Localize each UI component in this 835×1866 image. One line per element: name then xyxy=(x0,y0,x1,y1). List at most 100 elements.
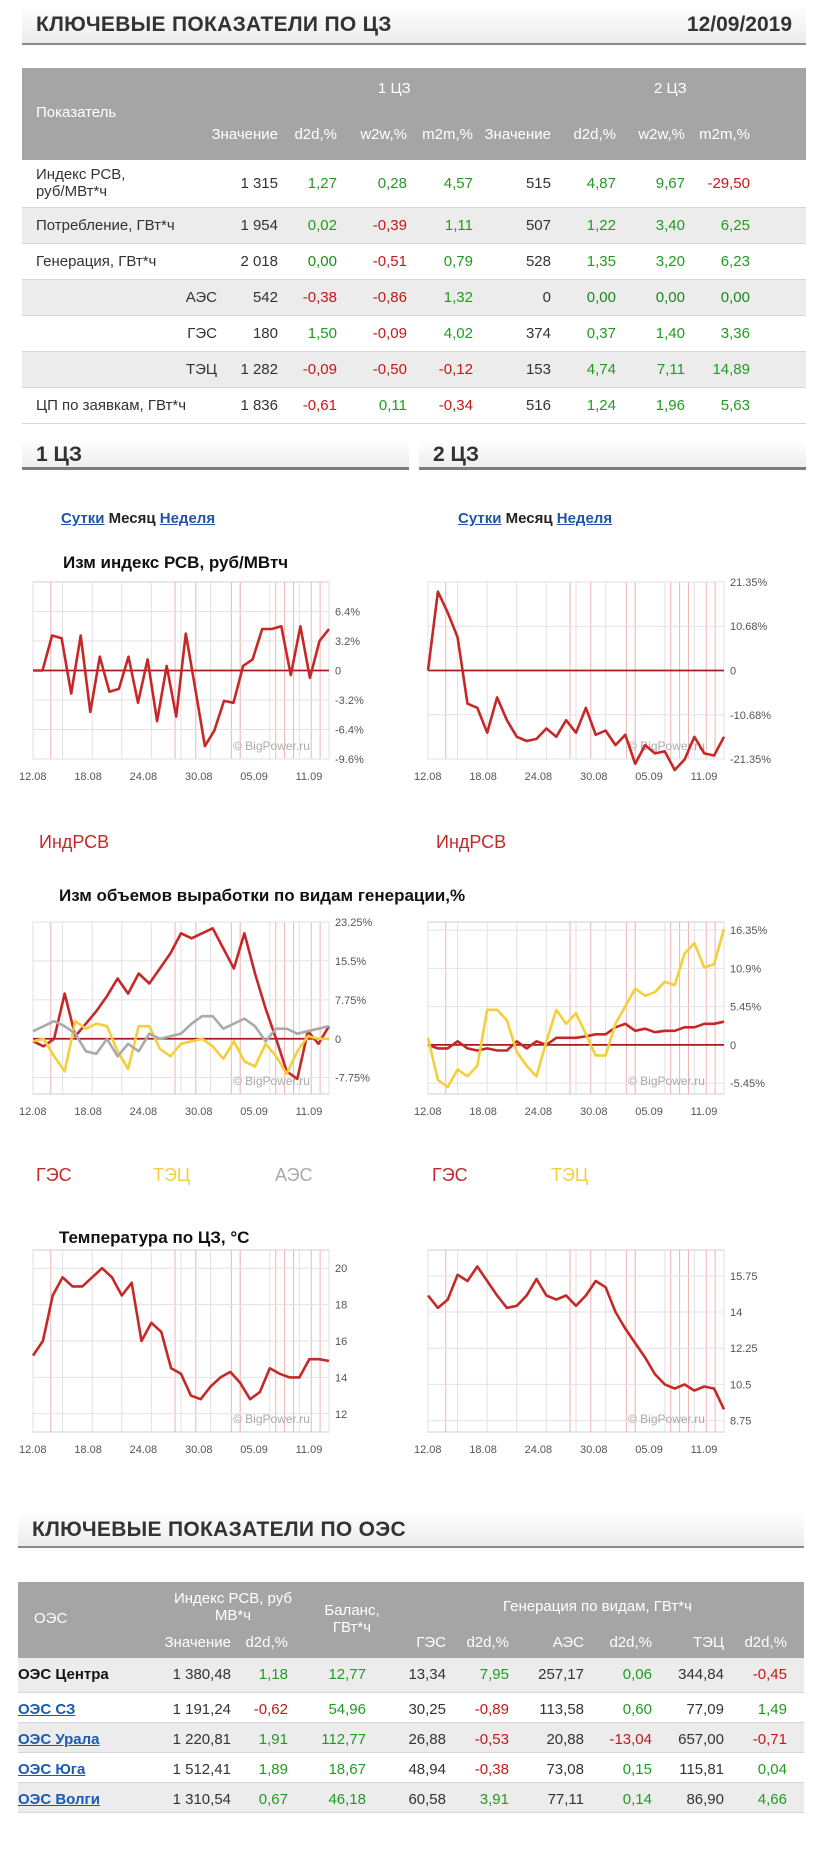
watermark: © BigPower.ru xyxy=(233,1412,310,1426)
oes-table-header: ОЭС Индекс РСВ, руб МВ*ч Баланс, ГВт*ч Г… xyxy=(18,1582,804,1658)
period-links-left: Сутки Месяц Неделя xyxy=(61,510,215,527)
link-week[interactable]: Неделя xyxy=(556,510,613,527)
cell: 77,11 xyxy=(547,1791,584,1808)
link-month[interactable]: Месяц xyxy=(505,510,553,527)
x-tick-label: 12.08 xyxy=(19,1106,47,1118)
col-header: m2m,% xyxy=(422,126,473,143)
indicators-table: Показатель 1 ЦЗ 2 ЦЗ Значение d2d,% w2w,% m… xyxy=(22,68,806,424)
cell: 0,11 xyxy=(378,397,407,414)
cell: 1 380,48 xyxy=(172,1666,231,1683)
watermark: © BigPower.ru xyxy=(628,1412,705,1426)
cell: 2 018 xyxy=(240,253,278,270)
zone1-heading: 1 ЦЗ xyxy=(378,80,411,97)
series-line xyxy=(32,926,331,1081)
report-date: 12/09/2019 xyxy=(686,13,792,36)
cell: 1 315 xyxy=(240,175,278,192)
x-tick-label: 24.08 xyxy=(130,1444,158,1456)
series-line xyxy=(426,590,726,772)
cell: 1,96 xyxy=(655,397,685,414)
col-gen: Генерация по видам, ГВт*ч xyxy=(503,1598,692,1615)
oes-title: КЛЮЧЕВЫЕ ПОКАЗАТЕЛИ ПО ОЭС xyxy=(32,1518,406,1541)
cell: 507 xyxy=(525,217,551,234)
x-tick-label: 30.08 xyxy=(580,771,608,783)
x-tick-label: 11.09 xyxy=(691,1106,718,1118)
sub-header: d2d,% xyxy=(245,1634,288,1651)
col-header: d2d,% xyxy=(294,126,337,143)
cell: -0,53 xyxy=(474,1731,509,1748)
cell: 0,60 xyxy=(622,1701,652,1718)
cell: 20,88 xyxy=(546,1731,584,1748)
sub-header: Значение xyxy=(164,1634,231,1651)
y-tick-label: 10.5 xyxy=(730,1379,751,1391)
cell: -29,50 xyxy=(707,175,750,192)
cell: 13,34 xyxy=(408,1666,446,1683)
watermark: © BigPower.ru xyxy=(233,739,310,753)
sub-header: d2d,% xyxy=(609,1634,652,1651)
oes-name[interactable]: ОЭС Урала xyxy=(18,1731,100,1748)
cell: 257,17 xyxy=(538,1666,584,1683)
y-tick-label: 21.35% xyxy=(730,577,768,589)
table-row: ОЭС Урала 1 220,81 1,91 112,77 26,88 -0,53 20,… xyxy=(18,1723,804,1753)
col-header: Значение xyxy=(211,126,278,143)
legend-hydro-left: ГЭС xyxy=(36,1165,72,1185)
cell: 6,25 xyxy=(720,217,750,234)
x-tick-label: 11.09 xyxy=(691,771,718,783)
series-line xyxy=(33,624,331,748)
link-week[interactable]: Неделя xyxy=(159,510,216,527)
cell: 1 954 xyxy=(240,217,278,234)
oes-name[interactable]: ОЭС Юга xyxy=(18,1761,86,1778)
cell: -0,62 xyxy=(253,1701,288,1718)
cell: 1,22 xyxy=(586,217,616,234)
x-tick-label: 12.08 xyxy=(19,771,47,783)
table-row: Потребление, ГВт*ч 1 954 0,02 -0,39 1,11 507 1… xyxy=(22,208,806,244)
y-tick-label: 0 xyxy=(730,1040,736,1052)
y-tick-label: 12 xyxy=(335,1409,347,1421)
cell: 5,63 xyxy=(720,397,750,414)
header-bar-oes: КЛЮЧЕВЫЕ ПОКАЗАТЕЛИ ПО ОЭС xyxy=(18,1512,804,1548)
oes-name[interactable]: ОЭС СЗ xyxy=(18,1701,76,1718)
zone1-title: 1 ЦЗ xyxy=(36,443,83,466)
cell: 60,58 xyxy=(408,1791,446,1808)
cell: 1,89 xyxy=(258,1761,288,1778)
table-row: ОЭС СЗ 1 191,24 -0,62 54,96 30,25 -0,89 113,58… xyxy=(18,1693,804,1723)
x-tick-label: 24.08 xyxy=(525,1106,553,1118)
link-day[interactable]: Сутки xyxy=(458,510,502,527)
y-tick-label: -21.35% xyxy=(730,754,771,766)
zone2-heading: 2 ЦЗ xyxy=(654,80,687,97)
cell: 1,24 xyxy=(586,397,616,414)
cell: 7,11 xyxy=(656,361,685,378)
cell: 1,49 xyxy=(757,1701,787,1718)
x-tick-label: 11.09 xyxy=(296,1444,323,1456)
row-label: ТЭЦ xyxy=(185,361,217,378)
x-tick-label: 12.08 xyxy=(414,771,442,783)
oes-name[interactable]: ОЭС Волги xyxy=(18,1791,100,1808)
table-row: ТЭЦ 1 282 -0,09 -0,50 -0,12 153 4,74 7,11 14,89 xyxy=(22,352,806,388)
y-tick-label: 14 xyxy=(730,1307,742,1319)
series-line xyxy=(32,1019,329,1076)
link-day[interactable]: Сутки xyxy=(61,510,105,527)
col-oes: ОЭС xyxy=(34,1610,68,1627)
sub-header: ГЭС xyxy=(416,1634,446,1651)
cell: 1 310,54 xyxy=(172,1791,231,1808)
legend-chp-right: ТЭЦ xyxy=(551,1165,589,1185)
cell: 516 xyxy=(525,397,551,414)
cell: 1,35 xyxy=(586,253,616,270)
cell: 4,74 xyxy=(586,361,616,378)
y-tick-label: 16 xyxy=(335,1336,347,1348)
cell: 1,11 xyxy=(444,217,473,234)
cell: -0,09 xyxy=(302,361,337,378)
cell: 18,67 xyxy=(328,1761,366,1778)
cell: 0,15 xyxy=(622,1761,652,1778)
table-row: Генерация, ГВт*ч 2 018 0,00 -0,51 0,79 528 1,3… xyxy=(22,244,806,280)
sub-header: d2d,% xyxy=(466,1634,509,1651)
x-tick-label: 30.08 xyxy=(185,771,213,783)
link-month[interactable]: Месяц xyxy=(108,510,156,527)
cell: -0,12 xyxy=(438,361,473,378)
x-tick-label: 18.08 xyxy=(469,771,497,783)
y-tick-label: 16.35% xyxy=(730,925,768,937)
table-row: Индекс РСВ, руб/МВт*ч 1 315 1,27 0,28 4,57 51… xyxy=(22,160,806,208)
cell: 1,32 xyxy=(443,289,473,306)
cell: -0,86 xyxy=(372,289,407,306)
cell: -0,89 xyxy=(474,1701,509,1718)
cell: 0,00 xyxy=(720,289,750,306)
